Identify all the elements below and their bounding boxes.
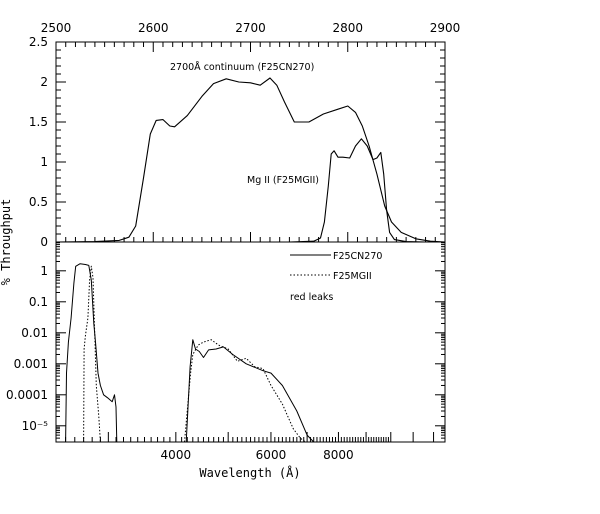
series-f25cn270-b <box>185 339 315 443</box>
y-tick-label: 1 <box>40 155 48 169</box>
x-tick-label: 2600 <box>138 21 169 35</box>
y-tick-label: 0.1 <box>29 295 48 309</box>
bottom-panel: 4000 6000 8000 1 0.1 0.01 0.001 0.0001 10⁻⁵ <box>6 241 446 462</box>
series-f25cn270 <box>55 77 446 243</box>
y-tick-label: 10⁻⁵ <box>22 419 49 433</box>
x-axis-label: Wavelength (Å) <box>199 465 300 480</box>
x-tick-label: 2900 <box>430 21 461 35</box>
series-f25mgii-b <box>184 339 306 443</box>
y-tick-label: 0.001 <box>14 357 48 371</box>
y-tick-label: 0.0001 <box>6 388 48 402</box>
legend-entry-f25cn270: F25CN270 <box>333 251 382 262</box>
y-tick-label: 1.5 <box>29 115 48 129</box>
legend-note: red leaks <box>290 292 333 303</box>
plot-frame-bottom <box>55 241 446 443</box>
y-tick-label: 0.5 <box>29 195 48 209</box>
x-tick-label: 2500 <box>41 21 72 35</box>
annotation-continuum: 2700Å continuum (F25CN270) <box>170 61 314 73</box>
y-tick-label: 0.01 <box>21 326 48 340</box>
y-tick-label: 2 <box>40 75 48 89</box>
x-tick-label: 8000 <box>323 448 354 462</box>
series-f25mgii <box>83 265 101 443</box>
legend-entry-f25mgii: F25MGII <box>333 271 372 282</box>
series-f25cn270 <box>65 263 118 443</box>
x-tick-label: 4000 <box>161 448 192 462</box>
y-tick-label: 1 <box>40 264 48 278</box>
top-panel: 2500 2600 2700 2800 2900 0 0.5 1 1.5 2 2.5 <box>29 21 460 249</box>
y-axis-label: % Throughput <box>0 199 13 286</box>
x-tick-label: 2700 <box>235 21 266 35</box>
x-tick-label: 2800 <box>332 21 363 35</box>
x-tick-label: 6000 <box>256 448 287 462</box>
y-tick-label: 2.5 <box>29 35 48 49</box>
series-f25mgii <box>289 138 426 243</box>
annotation-mgii: Mg II (F25MGII) <box>247 175 319 186</box>
y-tick-label: 0 <box>40 235 48 249</box>
